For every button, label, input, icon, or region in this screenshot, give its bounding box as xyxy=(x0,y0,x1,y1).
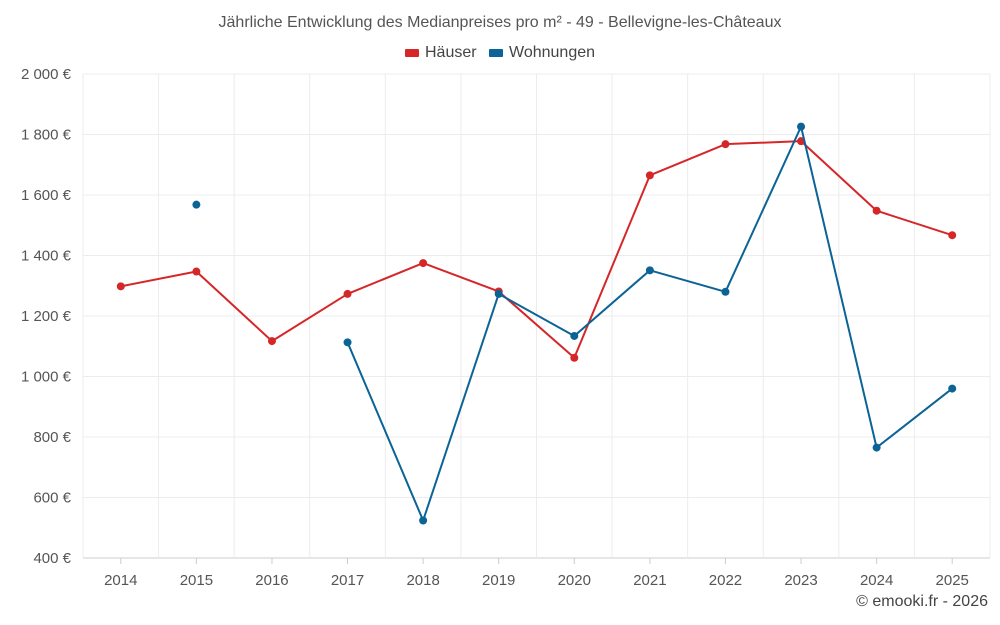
y-tick-label: 800 € xyxy=(33,429,71,446)
y-tick-label: 1 000 € xyxy=(21,369,72,386)
x-tick-label: 2023 xyxy=(784,572,817,589)
data-point-haeuser[interactable] xyxy=(570,353,579,362)
legend-item-haeuser[interactable]: Häuser xyxy=(404,44,477,62)
chart-title: Jährliche Entwicklung des Medianpreises … xyxy=(218,14,782,31)
y-tick-label: 1 400 € xyxy=(21,248,72,265)
series-line-haeuser xyxy=(120,140,953,359)
x-tick-label: 2017 xyxy=(331,572,364,589)
y-tick-label: 400 € xyxy=(33,550,71,567)
y-tick-label: 1 200 € xyxy=(21,308,72,325)
data-point-haeuser[interactable] xyxy=(343,289,352,298)
data-point-wohnungen[interactable] xyxy=(721,287,730,296)
x-tick-label: 2025 xyxy=(936,572,969,589)
data-point-wohnungen[interactable] xyxy=(343,338,352,347)
data-point-haeuser[interactable] xyxy=(721,140,730,149)
data-point-wohnungen[interactable] xyxy=(192,200,201,209)
data-point-wohnungen[interactable] xyxy=(797,122,806,131)
data-point-wohnungen[interactable] xyxy=(419,516,428,525)
data-point-haeuser[interactable] xyxy=(116,282,125,291)
legend-label-wohnungen: Wohnungen xyxy=(509,44,596,61)
y-tick-label: 1 600 € xyxy=(21,187,72,204)
data-point-haeuser[interactable] xyxy=(948,231,957,240)
x-tick-label: 2016 xyxy=(255,572,288,589)
data-point-haeuser[interactable] xyxy=(267,337,276,346)
x-tick-label: 2014 xyxy=(104,572,137,589)
copyright-credit: © emooki.fr - 2026 xyxy=(856,593,988,610)
data-point-wohnungen[interactable] xyxy=(494,289,503,298)
y-tick-label: 1 800 € xyxy=(21,127,72,144)
x-tick-label: 2024 xyxy=(860,572,893,589)
legend-label-haeuser: Häuser xyxy=(424,44,477,61)
data-point-haeuser[interactable] xyxy=(872,206,881,215)
data-point-haeuser[interactable] xyxy=(419,259,428,268)
x-tick-label: 2015 xyxy=(180,572,213,589)
series-layer xyxy=(116,122,957,525)
y-tick-label: 600 € xyxy=(33,490,71,507)
x-tick-label: 2019 xyxy=(482,572,515,589)
x-tick-label: 2020 xyxy=(558,572,591,589)
legend-swatch-haeuser xyxy=(404,49,419,57)
data-point-wohnungen[interactable] xyxy=(948,384,957,393)
data-point-wohnungen[interactable] xyxy=(570,331,579,340)
data-point-wohnungen[interactable] xyxy=(645,266,654,275)
legend-item-wohnungen[interactable]: Wohnungen xyxy=(489,44,595,62)
data-point-wohnungen[interactable] xyxy=(872,443,881,452)
chart-legend: Häuser Wohnungen xyxy=(0,44,1000,62)
x-tick-label: 2021 xyxy=(633,572,666,589)
series-line-wohnungen xyxy=(346,125,953,522)
axis-layer: 400 € 600 € 800 € 1 000 € 1 200 € 1 400 € 1 60… xyxy=(21,66,969,589)
y-tick-label: 2 000 € xyxy=(21,66,72,83)
x-tick-label: 2022 xyxy=(709,572,742,589)
data-point-haeuser[interactable] xyxy=(645,171,654,180)
legend-swatch-wohnungen xyxy=(489,49,504,57)
data-point-haeuser[interactable] xyxy=(192,267,201,276)
x-tick-label: 2018 xyxy=(406,572,439,589)
